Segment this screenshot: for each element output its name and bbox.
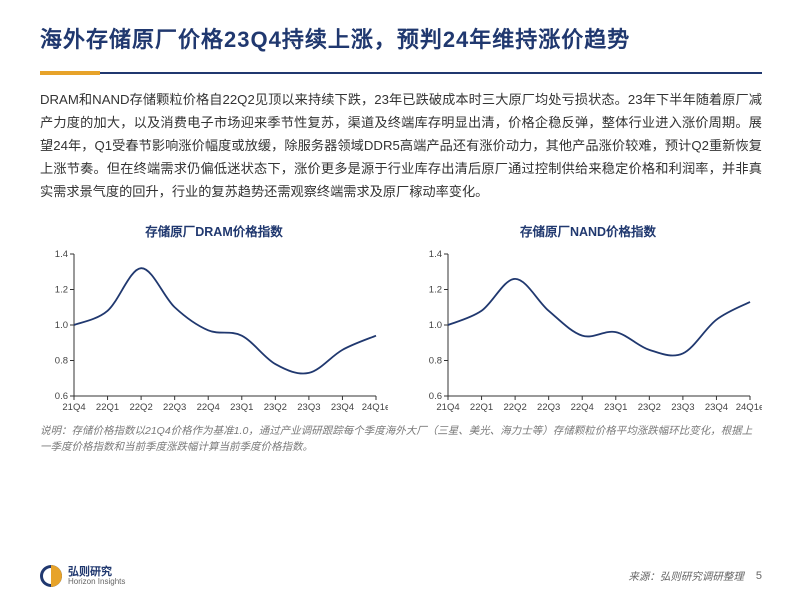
- svg-text:22Q1: 22Q1: [470, 402, 493, 413]
- svg-text:22Q3: 22Q3: [537, 402, 560, 413]
- rule-accent: [40, 71, 100, 75]
- svg-text:24Q1e: 24Q1e: [736, 402, 762, 413]
- svg-text:22Q2: 22Q2: [503, 402, 526, 413]
- svg-text:22Q3: 22Q3: [163, 402, 186, 413]
- svg-text:0.8: 0.8: [55, 356, 68, 367]
- chart-nand-title: 存储原厂NAND价格指数: [520, 221, 656, 240]
- svg-text:1.2: 1.2: [429, 285, 442, 296]
- svg-text:24Q1e: 24Q1e: [362, 402, 388, 413]
- logo-cn: 弘则研究: [68, 566, 125, 578]
- svg-text:23Q4: 23Q4: [705, 402, 728, 413]
- rule-line: [40, 72, 762, 74]
- logo-icon: [40, 565, 62, 587]
- body-paragraph: DRAM和NAND存储颗粒价格自22Q2见顶以来持续下跌，23年已跌破成本时三大…: [0, 74, 802, 203]
- svg-text:23Q4: 23Q4: [331, 402, 354, 413]
- chart-dram: 存储原厂DRAM价格指数 0.6 0.8 1.0 1.2 1.4 21Q4 22Q1 22Q2…: [40, 221, 388, 416]
- page-number: 5: [756, 570, 762, 582]
- svg-text:22Q4: 22Q4: [197, 402, 220, 413]
- svg-text:23Q2: 23Q2: [638, 402, 661, 413]
- chart-dram-title: 存储原厂DRAM价格指数: [145, 221, 283, 240]
- svg-text:1.4: 1.4: [429, 249, 442, 260]
- footnote: 说明：存储价格指数以21Q4价格作为基准1.0，通过产业调研跟踪每个季度海外大厂…: [0, 416, 802, 456]
- svg-text:23Q2: 23Q2: [264, 402, 287, 413]
- chart-nand: 存储原厂NAND价格指数 0.6 0.8 1.0 1.2 1.4 21Q4 22Q1 22Q2…: [414, 221, 762, 416]
- title-rule: [40, 68, 762, 74]
- svg-text:22Q1: 22Q1: [96, 402, 119, 413]
- svg-text:23Q1: 23Q1: [604, 402, 627, 413]
- svg-text:1.0: 1.0: [55, 320, 68, 331]
- svg-text:0.8: 0.8: [429, 356, 442, 367]
- logo-en: Horizon Insights: [68, 578, 125, 587]
- svg-text:1.0: 1.0: [429, 320, 442, 331]
- svg-text:22Q4: 22Q4: [571, 402, 594, 413]
- source-label: 来源：弘则研究调研整理: [628, 569, 744, 584]
- svg-text:0.6: 0.6: [55, 391, 68, 402]
- svg-text:22Q2: 22Q2: [129, 402, 152, 413]
- svg-text:23Q1: 23Q1: [230, 402, 253, 413]
- chart-dram-svg: 0.6 0.8 1.0 1.2 1.4 21Q4 22Q1 22Q2 22Q3 22Q4 23Q1 2…: [40, 246, 388, 416]
- svg-text:1.4: 1.4: [55, 249, 68, 260]
- svg-text:23Q3: 23Q3: [671, 402, 694, 413]
- svg-text:1.2: 1.2: [55, 285, 68, 296]
- chart-nand-svg: 0.6 0.8 1.0 1.2 1.4 21Q4 22Q1 22Q2 22Q3 22Q4 23Q1 2…: [414, 246, 762, 416]
- page-title: 海外存储原厂价格23Q4持续上涨，预判24年维持涨价趋势: [40, 22, 762, 54]
- svg-text:23Q3: 23Q3: [297, 402, 320, 413]
- svg-text:21Q4: 21Q4: [62, 402, 85, 413]
- svg-text:21Q4: 21Q4: [436, 402, 459, 413]
- logo: 弘则研究 Horizon Insights: [40, 565, 125, 587]
- svg-text:0.6: 0.6: [429, 391, 442, 402]
